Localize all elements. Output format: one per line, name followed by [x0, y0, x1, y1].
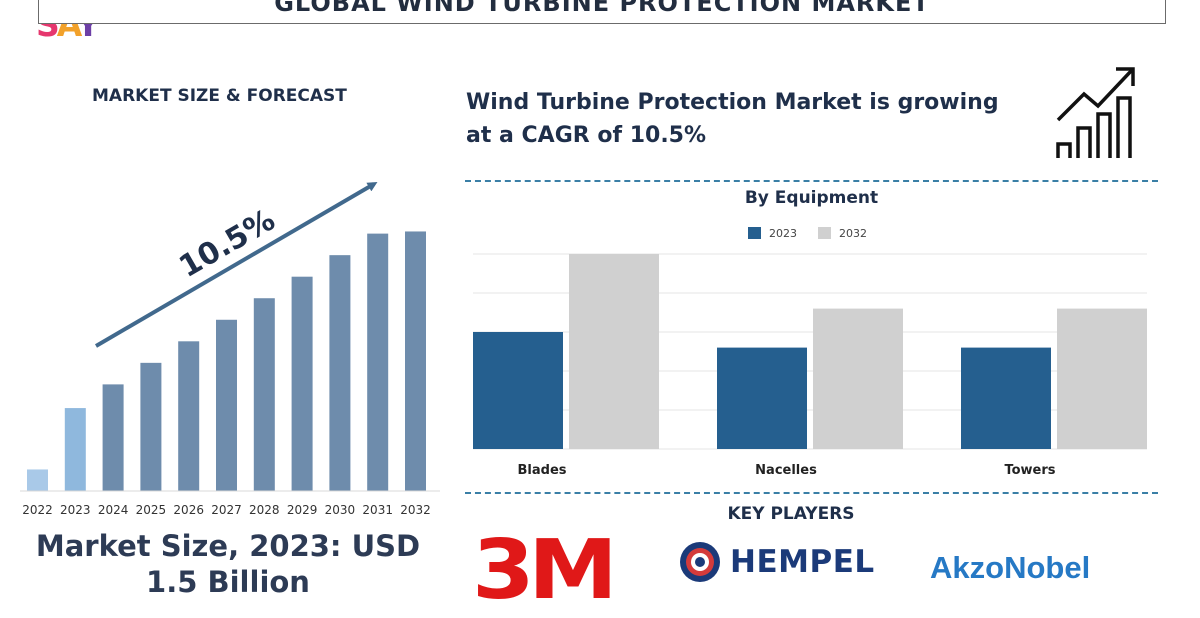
- hempel-logo: HEMPEL: [678, 540, 875, 584]
- divider-top: [465, 180, 1158, 182]
- divider-bottom: [465, 492, 1158, 494]
- cagr-headline-line-2: at a CAGR of 10.5%: [466, 123, 707, 148]
- legend-swatch-2032: [818, 227, 831, 239]
- year-tick-2032: 2032: [400, 503, 431, 517]
- legend-label-2023: 2023: [769, 227, 797, 240]
- market-size-line-2: 1.5 Billion: [146, 565, 310, 599]
- equipment-chart: 2023 2032 Blades Nacelles Towers: [473, 227, 1147, 478]
- legend-swatch-2023: [748, 227, 761, 239]
- akzonobel-logo: AkzoNobel: [930, 550, 1091, 585]
- forecast-bar-2026: [178, 341, 200, 491]
- year-tick-2027: 2027: [211, 503, 242, 517]
- year-tick-2030: 2030: [325, 503, 356, 517]
- 3m-logo: 3M: [472, 523, 618, 618]
- forecast-bar-2032: [405, 231, 426, 491]
- forecast-bar-2028: [253, 298, 275, 491]
- equipment-category-blades: Blades: [518, 463, 567, 478]
- year-tick-2031: 2031: [362, 503, 393, 517]
- growth-arrow: [94, 181, 378, 348]
- year-tick-2029: 2029: [287, 503, 318, 517]
- year-tick-2023: 2023: [60, 503, 91, 517]
- forecast-bar-2023: [64, 408, 86, 491]
- equipment-bar-towers-2023: [961, 347, 1051, 449]
- market-size-heading: MARKET SIZE & FORECAST: [92, 86, 347, 106]
- forecast-bar-2025: [140, 362, 162, 491]
- forecast-bar-2030: [329, 255, 351, 491]
- page-title-box: GLOBAL WIND TURBINE PROTECTION MARKET: [38, 0, 1166, 24]
- equipment-bar-towers-2032: [1057, 308, 1147, 449]
- forecast-bar-2022: [27, 469, 48, 491]
- year-tick-2025: 2025: [136, 503, 167, 517]
- year-tick-2022: 2022: [22, 503, 53, 517]
- key-players-title: KEY PLAYERS: [727, 504, 855, 524]
- market-size-line-1: Market Size, 2023: USD: [35, 529, 421, 563]
- forecast-bar-2027: [216, 319, 237, 491]
- page-title: GLOBAL WIND TURBINE PROTECTION MARKET: [274, 0, 930, 17]
- equipment-bar-nacelles-2023: [717, 347, 807, 449]
- equipment-bar-blades-2032: [569, 254, 659, 449]
- equipment-category-towers: Towers: [1004, 463, 1055, 478]
- forecast-bar-2031: [367, 233, 389, 491]
- hempel-wordmark: HEMPEL: [730, 544, 875, 580]
- year-tick-2026: 2026: [173, 503, 204, 517]
- growth-chart-icon: [1056, 67, 1135, 158]
- equipment-chart-title: By Equipment: [744, 188, 879, 208]
- cagr-headline: Wind Turbine Protection Market is growin…: [466, 86, 1066, 152]
- forecast-bar-2029: [291, 276, 313, 491]
- market-size-chart: 10.5% 2022 2023 2024 2025 2026 2027 2028 2029 20…: [20, 181, 440, 517]
- cagr-headline-line-1: Wind Turbine Protection Market is growin…: [466, 90, 999, 115]
- market-size-text: Market Size, 2023: USD 1.5 Billion: [28, 528, 428, 600]
- legend-label-2032: 2032: [839, 227, 867, 240]
- forecast-bar-2024: [102, 384, 124, 491]
- hempel-emblem-icon: [680, 542, 720, 582]
- year-tick-2028: 2028: [249, 503, 280, 517]
- equipment-bar-blades-2023: [473, 332, 563, 449]
- equipment-category-nacelles: Nacelles: [755, 463, 817, 478]
- year-tick-2024: 2024: [98, 503, 129, 517]
- equipment-bar-nacelles-2032: [813, 308, 903, 449]
